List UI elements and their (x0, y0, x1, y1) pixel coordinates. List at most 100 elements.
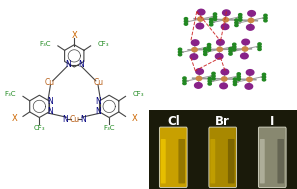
Circle shape (264, 19, 267, 22)
Circle shape (221, 69, 229, 75)
Text: Br: Br (215, 115, 230, 128)
Circle shape (212, 75, 215, 77)
Text: N: N (78, 60, 83, 69)
Circle shape (207, 43, 211, 46)
Circle shape (178, 51, 182, 53)
Circle shape (196, 23, 204, 29)
FancyBboxPatch shape (258, 127, 286, 187)
Circle shape (196, 76, 202, 81)
Text: F₃C: F₃C (40, 41, 51, 47)
Text: Cu: Cu (94, 78, 104, 87)
Circle shape (204, 53, 207, 56)
Circle shape (183, 82, 186, 85)
Circle shape (242, 39, 249, 45)
Circle shape (262, 76, 266, 78)
Circle shape (238, 16, 242, 19)
FancyBboxPatch shape (178, 139, 185, 184)
Circle shape (229, 50, 232, 53)
Circle shape (213, 18, 217, 21)
Circle shape (208, 80, 211, 82)
Circle shape (208, 83, 211, 85)
Circle shape (207, 49, 211, 51)
Circle shape (233, 46, 236, 48)
Circle shape (237, 78, 240, 80)
Circle shape (262, 78, 266, 81)
Circle shape (238, 14, 242, 16)
Text: CF₃: CF₃ (34, 125, 45, 131)
FancyBboxPatch shape (228, 139, 235, 184)
Circle shape (210, 18, 213, 21)
Circle shape (242, 47, 248, 51)
Text: N: N (96, 97, 101, 106)
Circle shape (241, 53, 248, 59)
Circle shape (245, 84, 253, 89)
Text: I: I (270, 115, 274, 128)
FancyBboxPatch shape (159, 127, 187, 187)
FancyBboxPatch shape (161, 139, 166, 184)
Circle shape (237, 73, 240, 75)
FancyBboxPatch shape (277, 139, 284, 184)
Circle shape (262, 73, 266, 76)
Circle shape (198, 17, 203, 21)
Circle shape (248, 18, 254, 22)
Circle shape (208, 77, 211, 80)
Circle shape (212, 72, 215, 75)
Circle shape (258, 48, 261, 50)
Circle shape (247, 25, 254, 30)
Text: N: N (47, 107, 53, 116)
FancyBboxPatch shape (209, 127, 237, 187)
Circle shape (233, 83, 237, 86)
Circle shape (212, 77, 215, 80)
Circle shape (184, 18, 188, 20)
Circle shape (229, 47, 232, 50)
Circle shape (196, 69, 203, 74)
Circle shape (258, 43, 261, 45)
Circle shape (222, 10, 230, 15)
Circle shape (246, 70, 254, 75)
Circle shape (235, 22, 238, 24)
Circle shape (233, 78, 237, 80)
Circle shape (204, 48, 207, 50)
Circle shape (215, 53, 223, 59)
FancyBboxPatch shape (148, 110, 297, 189)
Circle shape (213, 15, 217, 18)
Text: N: N (80, 115, 86, 123)
Circle shape (233, 43, 236, 46)
Circle shape (183, 77, 186, 79)
Text: Cu: Cu (45, 78, 55, 87)
FancyBboxPatch shape (260, 139, 265, 184)
Circle shape (237, 75, 240, 78)
Circle shape (238, 19, 242, 21)
Circle shape (248, 11, 255, 16)
Circle shape (235, 19, 238, 21)
Text: N: N (96, 107, 101, 116)
Circle shape (264, 14, 267, 17)
Text: X: X (71, 31, 77, 40)
Text: N: N (47, 97, 53, 106)
Circle shape (197, 9, 205, 15)
Circle shape (191, 40, 199, 46)
Text: Cl: Cl (167, 115, 180, 128)
Text: CF₃: CF₃ (132, 91, 144, 97)
Circle shape (258, 46, 261, 48)
Circle shape (223, 18, 228, 22)
Text: N: N (65, 60, 71, 69)
Circle shape (210, 21, 213, 23)
Circle shape (233, 81, 237, 83)
Circle shape (213, 13, 217, 15)
Circle shape (184, 20, 188, 23)
Circle shape (178, 48, 182, 51)
FancyBboxPatch shape (210, 139, 215, 184)
Circle shape (192, 48, 197, 52)
Circle shape (183, 80, 186, 82)
Circle shape (178, 53, 182, 56)
Circle shape (221, 24, 229, 29)
Circle shape (184, 23, 188, 25)
Circle shape (220, 83, 228, 89)
Text: F₃C: F₃C (103, 125, 115, 131)
Circle shape (247, 77, 252, 81)
Text: X: X (132, 114, 137, 123)
Circle shape (207, 46, 211, 49)
Circle shape (264, 17, 267, 19)
Circle shape (222, 77, 227, 81)
